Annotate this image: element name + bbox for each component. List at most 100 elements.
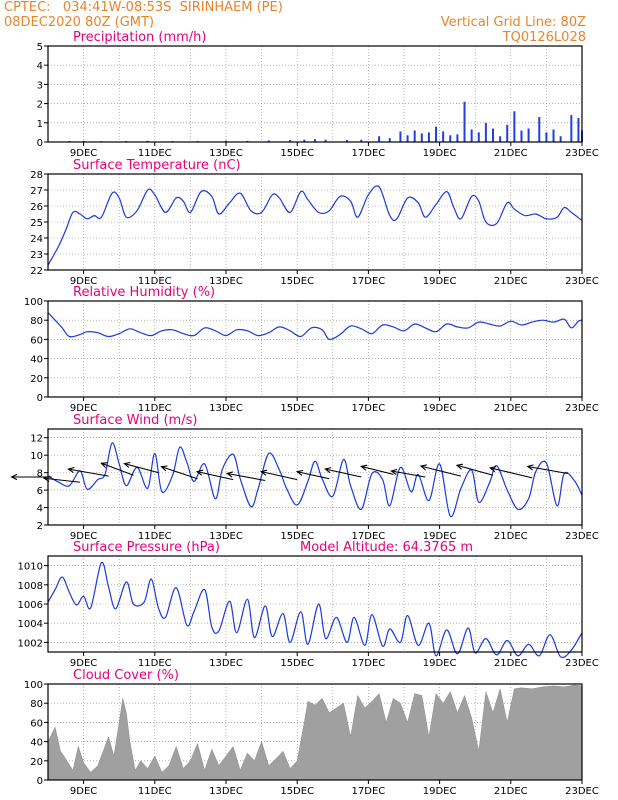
cloud-xtick-label: 21DEC (494, 786, 528, 797)
cloud-ytick-label: 0 (37, 776, 43, 787)
precip-ytick-label: 5 (37, 42, 43, 53)
cloud-xtick-label: 11DEC (138, 786, 172, 797)
temp-title: Surface Temperature (nC) (73, 158, 241, 173)
rh-ytick-label: 60 (30, 335, 43, 346)
precip-xtick-label: 9DEC (70, 148, 97, 159)
wind-panel: Surface Wind (m/s) 2 4 6 8 10 12 9DEC 11DEC 13DEC… (10, 413, 599, 542)
pres-frame (47, 555, 583, 653)
wind-vector (68, 468, 109, 477)
precip-bar (388, 138, 391, 142)
wind-xtick-label: 15DEC (280, 531, 314, 542)
precip-frame (47, 45, 583, 143)
precip-bar (470, 129, 473, 142)
pres-xtick-label: 15DEC (280, 658, 314, 669)
precip-bar (449, 135, 452, 142)
wind-vector (391, 470, 426, 478)
wind-line (47, 442, 583, 518)
wind-ytick-label: 12 (30, 434, 43, 445)
precip-bar (267, 140, 270, 142)
pres-panel: Surface Pressure (hPa) Model Altitude: 64… (18, 540, 599, 669)
precip-ytick-label: 2 (37, 100, 43, 111)
pres-ytick-label: 1006 (18, 600, 43, 611)
wind-vector (456, 464, 494, 476)
pres-xtick-label: 21DEC (494, 658, 528, 669)
wind-vector (490, 467, 533, 479)
precip-ytick-label: 3 (37, 80, 43, 91)
wind-ytick-label: 6 (37, 486, 43, 497)
precip-bar (314, 139, 316, 142)
rh-xtick-label: 9DEC (70, 403, 97, 414)
pres-subtitle: Model Altitude: 64.3765 m (300, 540, 473, 555)
wind-xtick-label: 23DEC (565, 531, 599, 542)
precip-bar (289, 140, 292, 142)
precip-bar (484, 122, 487, 142)
cloud-xtick-label: 9DEC (70, 786, 97, 797)
precip-bar (303, 139, 306, 142)
wind-vector (297, 471, 330, 480)
temp-ytick-label: 28 (30, 170, 43, 181)
station-header: CPTEC: 034:41W-08:53S SIRINHAEM (PE) (4, 0, 283, 15)
wind-grid (44, 429, 582, 526)
wind-vector (161, 466, 198, 480)
pres-grid (44, 556, 582, 652)
cloud-panel: Cloud Cover (%) 0 20 40 60 80 100 9DEC 11DEC 13DE… (24, 668, 599, 797)
wind-xtick-label: 9DEC (70, 531, 97, 542)
rh-xtick-label: 11DEC (138, 403, 172, 414)
precip-bar (577, 118, 580, 142)
wind-vector (527, 465, 568, 475)
rh-xtick-label: 19DEC (423, 403, 457, 414)
cloud-xtick-label: 17DEC (352, 786, 386, 797)
precip-xtick-label: 21DEC (494, 148, 528, 159)
temp-xtick-label: 17DEC (352, 276, 386, 287)
wind-vector (124, 463, 159, 474)
cloud-title: Cloud Cover (%) (73, 668, 179, 683)
precip-bar (456, 134, 459, 142)
precip-bar (477, 132, 480, 142)
precip-bar (559, 136, 562, 142)
rh-line (47, 312, 583, 341)
precip-xtick-label: 11DEC (138, 148, 172, 159)
run-date: 08DEC2020 80Z (GMT) (4, 15, 155, 30)
precip-bar (346, 140, 349, 142)
precip-xtick-label: 19DEC (423, 148, 457, 159)
temp-ytick-label: 27 (30, 186, 43, 197)
model-code: TQ0126L028 (502, 30, 586, 45)
wind-vector (325, 468, 362, 478)
rh-title: Relative Humidity (%) (73, 285, 215, 300)
pres-xtick-label: 11DEC (138, 658, 172, 669)
precip-bar (545, 132, 548, 142)
precip-bar (520, 130, 523, 142)
rh-panel: Relative Humidity (%) 0 20 40 60 80 100 9DEC 11D… (24, 285, 599, 414)
rh-xtick-label: 21DEC (494, 403, 528, 414)
precip-bar (492, 128, 494, 142)
cloud-ytick-label: 80 (30, 699, 43, 710)
temp-ytick-label: 22 (30, 266, 43, 277)
precip-bar (406, 135, 409, 142)
precip-bar (435, 126, 438, 142)
header: CPTEC: 034:41W-08:53S SIRINHAEM (PE) 08D… (0, 0, 618, 48)
precip-bar (527, 128, 530, 142)
precip-ytick-label: 1 (37, 119, 43, 130)
temp-xtick-label: 9DEC (70, 276, 97, 287)
rh-ytick-label: 80 (30, 316, 43, 327)
cloud-xtick-label: 23DEC (565, 786, 599, 797)
wind-vector (43, 477, 81, 483)
cloud-ytick-label: 60 (30, 718, 43, 729)
wind-ytick-label: 8 (37, 469, 43, 480)
temp-ytick-label: 26 (30, 202, 43, 213)
pres-ytick-label: 1010 (18, 562, 43, 573)
precip-bar (324, 139, 327, 142)
wind-vector (261, 471, 298, 481)
precip-bar (499, 136, 502, 142)
precip-xtick-label: 17DEC (352, 148, 386, 159)
pres-xtick-label: 23DEC (565, 658, 599, 669)
cloud-ytick-label: 100 (24, 680, 43, 691)
rh-xtick-label: 23DEC (565, 403, 599, 414)
temp-xtick-label: 23DEC (565, 276, 599, 287)
temp-grid (44, 173, 582, 271)
temp-panel: Surface Temperature (nC) 22 23 24 25 26 27 28 9D… (30, 158, 599, 287)
temp-xtick-label: 21DEC (494, 276, 528, 287)
temp-line (47, 185, 583, 266)
precip-bar (513, 111, 516, 142)
